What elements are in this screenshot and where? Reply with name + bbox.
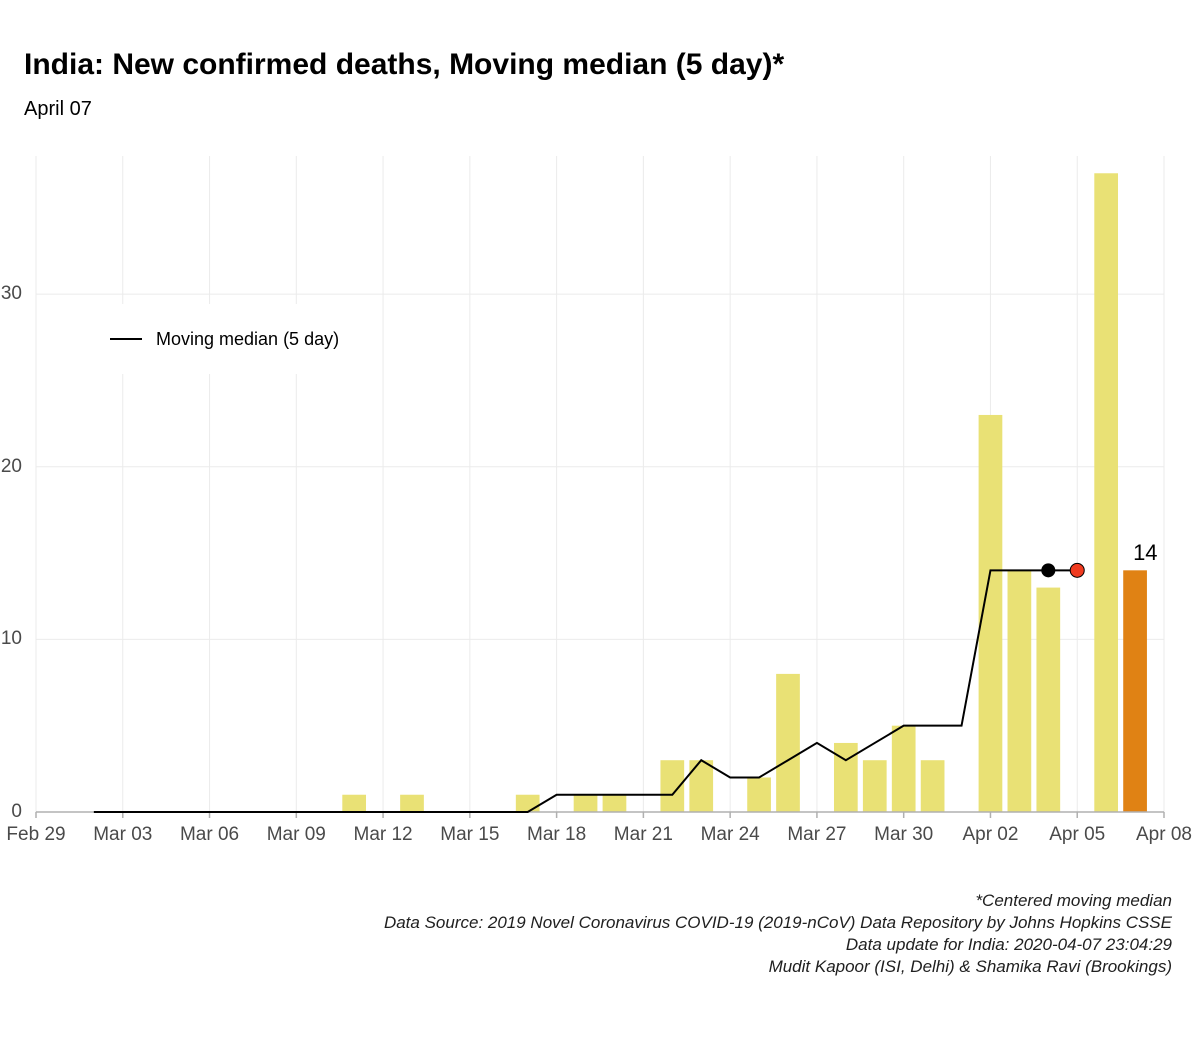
x-tick-label: Mar 03 <box>93 824 152 846</box>
x-tick-label: Feb 29 <box>6 824 65 846</box>
x-tick-label: Mar 24 <box>701 824 760 846</box>
footer-credit: Mudit Kapoor (ISI, Delhi) & Shamika Ravi… <box>384 956 1172 978</box>
y-tick-label: 20 <box>0 456 22 478</box>
y-tick-label: 0 <box>0 801 22 823</box>
footer-note: *Centered moving median <box>384 890 1172 912</box>
x-tick-label: Mar 27 <box>787 824 846 846</box>
y-tick-label: 30 <box>0 283 22 305</box>
x-tick-label: Mar 30 <box>874 824 933 846</box>
plot-area <box>26 156 1174 832</box>
x-tick-label: Mar 18 <box>527 824 586 846</box>
x-tick-label: Apr 02 <box>962 824 1018 846</box>
x-tick-label: Mar 12 <box>353 824 412 846</box>
legend: Moving median (5 day) <box>100 304 360 374</box>
x-tick-label: Mar 15 <box>440 824 499 846</box>
x-tick-label: Mar 06 <box>180 824 239 846</box>
x-tick-label: Apr 08 <box>1136 824 1192 846</box>
x-tick-label: Mar 21 <box>614 824 673 846</box>
y-tick-label: 10 <box>0 628 22 650</box>
chart-subtitle: April 07 <box>24 98 92 121</box>
legend-line-icon <box>110 338 142 340</box>
end-value-label: 14 <box>1133 540 1157 566</box>
legend-label: Moving median (5 day) <box>156 329 339 350</box>
chart-title: India: New confirmed deaths, Moving medi… <box>24 48 784 82</box>
chart-svg <box>26 156 1174 832</box>
x-tick-label: Mar 09 <box>267 824 326 846</box>
chart-container: India: New confirmed deaths, Moving medi… <box>0 0 1200 1050</box>
x-tick-label: Apr 05 <box>1049 824 1105 846</box>
chart-footer: *Centered moving median Data Source: 201… <box>384 890 1172 978</box>
footer-source: Data Source: 2019 Novel Coronavirus COVI… <box>384 912 1172 934</box>
footer-update: Data update for India: 2020-04-07 23:04:… <box>384 934 1172 956</box>
